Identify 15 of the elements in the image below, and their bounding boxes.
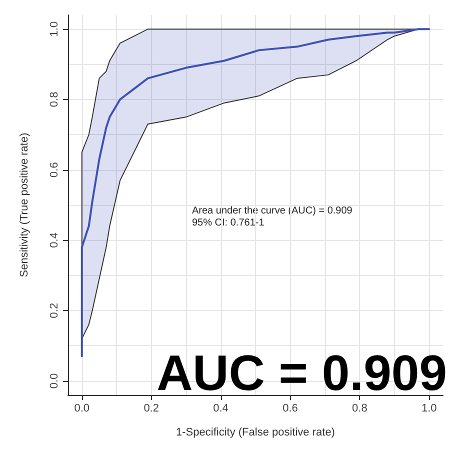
x-tick-label: 0.0	[74, 402, 90, 414]
y-axis-title: Sensitivity (True positive rate)	[18, 132, 30, 278]
y-tick-label: 0.2	[48, 302, 60, 318]
annotation: AUC = 0.909	[156, 345, 448, 401]
x-tick-label: 0.6	[282, 402, 298, 414]
y-tick-label: 0.0	[48, 373, 60, 389]
y-tick-label: 0.4	[48, 232, 60, 248]
x-tick-label: 0.8	[352, 402, 368, 414]
x-tick-label: 1.0	[421, 402, 437, 414]
y-tick-label: 1.0	[48, 21, 60, 37]
y-tick-label: 0.8	[48, 92, 60, 108]
y-tick-label: 0.6	[48, 162, 60, 178]
x-tick-label: 0.2	[144, 402, 159, 414]
x-tick-label: 0.4	[213, 402, 228, 414]
x-axis-title: 1-Specificity (False positive rate)	[176, 426, 335, 438]
